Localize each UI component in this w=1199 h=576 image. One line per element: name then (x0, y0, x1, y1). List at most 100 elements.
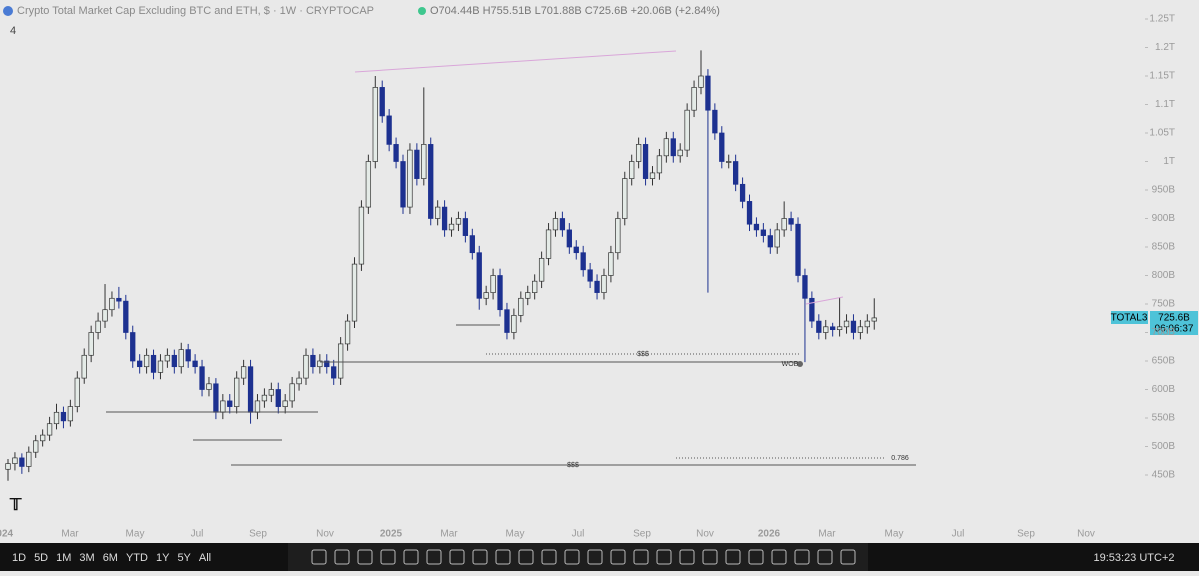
candle-body (171, 354, 177, 368)
tool-icon[interactable] (587, 549, 603, 565)
candle-body (518, 297, 524, 316)
tool-icon[interactable] (518, 549, 534, 565)
x-tick-label: Jul (191, 529, 204, 540)
tool-icon[interactable] (794, 549, 810, 565)
candle-body (74, 377, 80, 407)
y-tick-label: 500B (1152, 441, 1176, 452)
candle-body (504, 309, 510, 333)
candle-body (823, 326, 829, 333)
candle-body (268, 389, 274, 396)
x-tick-label: Jul (952, 529, 965, 540)
y-tick-label: 1.1T (1155, 99, 1175, 110)
y-tick-label: 700B (1152, 327, 1176, 338)
candle-body (88, 332, 94, 356)
candle-body (760, 229, 767, 236)
tool-icon[interactable] (380, 549, 396, 565)
candle-body (635, 144, 642, 162)
candle-body (726, 161, 732, 163)
y-tick-label: 450B (1152, 470, 1176, 481)
candle-body (788, 218, 794, 225)
x-tick-label: Nov (316, 529, 334, 540)
candle-body (344, 320, 351, 345)
candle-body (545, 229, 552, 259)
tool-icon[interactable] (334, 549, 350, 565)
x-tick-label: May (885, 529, 904, 540)
candle-body (795, 223, 801, 276)
candle-body (753, 223, 760, 231)
timeframe-button[interactable]: All (199, 552, 211, 564)
tool-icon[interactable] (840, 549, 856, 565)
timeframe-button[interactable]: 5Y (177, 552, 191, 564)
candle-body (358, 206, 365, 265)
tool-icon[interactable] (403, 549, 419, 565)
tool-icon[interactable] (771, 549, 787, 565)
timeframe-button[interactable]: 1M (56, 552, 71, 564)
candle-body (95, 320, 101, 333)
tool-icon[interactable] (679, 549, 695, 565)
timeframe-button[interactable]: YTD (126, 552, 148, 564)
x-tick-label: Sep (633, 529, 651, 540)
tool-icon[interactable] (633, 549, 649, 565)
candle-body (441, 206, 448, 231)
tool-icon[interactable] (472, 549, 488, 565)
candle-body (698, 75, 704, 88)
tool-icon[interactable] (311, 549, 327, 565)
candle-body (830, 326, 836, 330)
candle-body (601, 275, 607, 293)
candle-body (351, 263, 358, 322)
candle-body (670, 138, 676, 157)
candle-body (130, 332, 136, 362)
candle-body (566, 229, 572, 248)
candle-body (483, 292, 489, 299)
tool-icon[interactable] (449, 549, 465, 565)
timeframe-button[interactable]: 1D (12, 552, 26, 564)
tool-icon[interactable] (564, 549, 580, 565)
timeframe-button[interactable]: 5D (34, 552, 48, 564)
tool-icon[interactable] (426, 549, 442, 565)
tool-icon[interactable] (817, 549, 833, 565)
x-tick-label: 2025 (380, 529, 403, 540)
timeframe-button[interactable]: 6M (103, 552, 118, 564)
y-tick-label: 950B (1152, 185, 1176, 196)
tool-icon[interactable] (748, 549, 764, 565)
tool-icon[interactable] (610, 549, 626, 565)
price-label (1150, 311, 1198, 335)
annotation-lines (106, 50, 916, 466)
tool-icon[interactable] (495, 549, 511, 565)
y-tick-label: 650B (1152, 356, 1176, 367)
x-tick-label: May (126, 529, 145, 540)
candle-body (497, 275, 503, 311)
tool-icon[interactable] (656, 549, 672, 565)
candle-body (781, 218, 787, 231)
candle-body (102, 309, 108, 322)
x-tick-label: Sep (1017, 529, 1035, 540)
candle-body (774, 229, 780, 248)
candle-body (552, 218, 559, 231)
candle-body (317, 360, 323, 368)
drawing-toolbar[interactable] (288, 543, 868, 571)
tool-icon[interactable] (357, 549, 373, 565)
tool-icon[interactable] (725, 549, 741, 565)
timeframe-button[interactable]: 3M (79, 552, 94, 564)
timeframe-button[interactable]: 1Y (156, 552, 170, 564)
candle-body (67, 406, 74, 422)
candle-body (81, 354, 87, 379)
y-tick-label: 850B (1152, 242, 1176, 253)
tool-icon[interactable] (702, 549, 718, 565)
x-tick-label: Mar (818, 529, 836, 540)
candle-body (871, 317, 877, 322)
y-tick-label: 800B (1152, 270, 1176, 281)
candle-body (684, 109, 690, 151)
tool-icon[interactable] (541, 549, 557, 565)
candle-body (435, 206, 441, 219)
candle-body (816, 320, 822, 333)
y-tick-label: 1.05T (1149, 128, 1175, 139)
candle-body (511, 315, 517, 333)
candle-body (629, 161, 635, 179)
candle-body (240, 366, 247, 379)
candle-body (843, 320, 850, 328)
candle-body (123, 300, 129, 333)
candle-body (109, 297, 115, 311)
x-tick-label: 2024 (0, 529, 14, 540)
